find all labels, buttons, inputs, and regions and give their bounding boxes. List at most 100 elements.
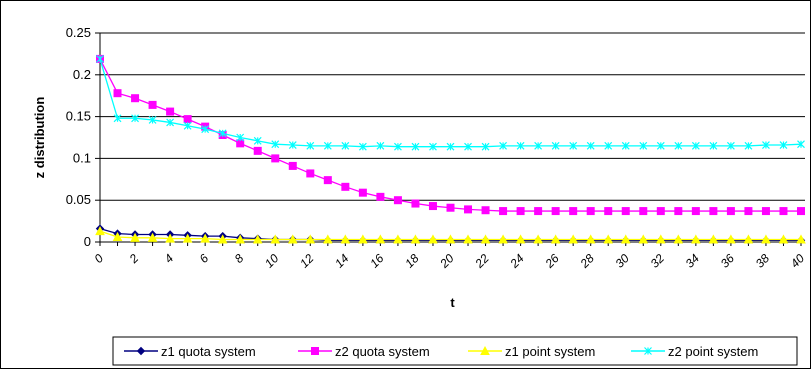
- x-tick-label: 40: [788, 251, 808, 271]
- y-tick-label: 0.2: [73, 67, 91, 82]
- data-point: [130, 232, 140, 242]
- data-point: [639, 141, 648, 150]
- data-point: [183, 121, 192, 130]
- data-point: [516, 141, 525, 150]
- data-point: [499, 141, 507, 150]
- x-tick-label: 36: [718, 251, 738, 271]
- data-point: [113, 89, 122, 98]
- data-point: [569, 141, 578, 150]
- legend-marker: [311, 347, 319, 355]
- data-point: [726, 207, 735, 216]
- x-tick-label: 34: [683, 251, 703, 271]
- data-point: [428, 234, 438, 244]
- data-point: [411, 199, 420, 208]
- data-point: [131, 114, 139, 123]
- data-point: [96, 54, 104, 63]
- data-point: [358, 142, 367, 151]
- data-point: [515, 234, 526, 244]
- data-point: [709, 141, 718, 150]
- data-point: [446, 142, 455, 151]
- y-tick-label: 0.1: [73, 150, 91, 165]
- data-point: [306, 169, 315, 178]
- x-tick-label: 8: [232, 251, 247, 266]
- legend-label: z1 point system: [505, 344, 595, 359]
- legend-box: [112, 336, 798, 366]
- data-point: [464, 205, 473, 214]
- data-point: [516, 207, 525, 216]
- data-point: [235, 234, 246, 244]
- data-point: [744, 141, 753, 150]
- data-point: [761, 207, 770, 216]
- data-point: [762, 141, 770, 149]
- data-point: [95, 226, 105, 236]
- data-point: [481, 142, 490, 151]
- data-point: [779, 141, 788, 149]
- data-point: [131, 94, 140, 103]
- data-point: [621, 141, 630, 150]
- data-point: [744, 207, 753, 216]
- x-tick-label: 18: [402, 251, 422, 271]
- y-tick-labels: 0 0.05 0.1 0.15 0.2 0.25: [66, 25, 91, 249]
- data-point: [586, 207, 595, 216]
- legend-label: z2 quota system: [335, 344, 430, 359]
- data-point: [165, 233, 175, 243]
- data-point: [305, 234, 316, 244]
- data-point: [568, 234, 579, 244]
- x-tick-label: 14: [332, 251, 352, 271]
- data-point: [166, 118, 175, 127]
- series-z2-point-system: [96, 54, 805, 151]
- legend-label: z1 quota system: [161, 344, 256, 359]
- data-point: [323, 176, 332, 185]
- x-tick-label: 20: [437, 251, 457, 271]
- data-point: [341, 141, 350, 150]
- data-point: [183, 115, 192, 124]
- data-point: [112, 231, 123, 241]
- data-point: [673, 234, 684, 244]
- x-tick-label: 2: [126, 251, 142, 267]
- data-point: [200, 233, 210, 243]
- data-point: [341, 182, 350, 191]
- x-tick-label: 12: [297, 251, 317, 271]
- x-tick-label: 32: [648, 251, 668, 271]
- data-point: [708, 234, 719, 244]
- data-point: [604, 141, 613, 150]
- data-point: [148, 116, 157, 124]
- data-point: [113, 114, 122, 123]
- data-point: [533, 234, 543, 244]
- x-tick-label: 30: [613, 251, 633, 271]
- y-tick-label: 0.05: [66, 192, 91, 207]
- data-point: [743, 234, 754, 244]
- series-z1-point-system: [95, 226, 806, 244]
- data-point: [358, 188, 367, 197]
- data-point: [498, 234, 508, 244]
- data-point: [585, 234, 596, 244]
- data-point: [182, 233, 193, 243]
- x-tick-labels: 0 2 4 6 8 10 12 14 16 18 20 22 24 26 28 30 32 34 36 38 40: [91, 251, 807, 271]
- data-point: [639, 207, 648, 216]
- data-point: [797, 207, 805, 216]
- data-point: [428, 202, 437, 211]
- data-point: [429, 142, 437, 151]
- x-tick-label: 38: [753, 251, 773, 271]
- y-tick-label: 0.25: [66, 25, 91, 40]
- x-tick-label: 22: [472, 251, 492, 271]
- x-tick-label: 28: [577, 251, 597, 271]
- data-point: [480, 234, 491, 244]
- data-point: [410, 234, 421, 244]
- data-point: [674, 141, 683, 150]
- legend-marker: [480, 345, 490, 355]
- data-point: [586, 141, 595, 150]
- data-point: [797, 140, 805, 149]
- data-point: [463, 234, 473, 244]
- data-point: [481, 206, 490, 215]
- y-tick-label: 0.15: [66, 109, 91, 124]
- data-point: [499, 207, 508, 216]
- data-point: [271, 154, 280, 163]
- data-point: [778, 234, 789, 244]
- data-point: [201, 125, 210, 134]
- legend: z1 quota system z2 quota system z1 point s…: [112, 336, 798, 366]
- x-tick-label: 24: [507, 251, 527, 271]
- data-point: [674, 207, 683, 216]
